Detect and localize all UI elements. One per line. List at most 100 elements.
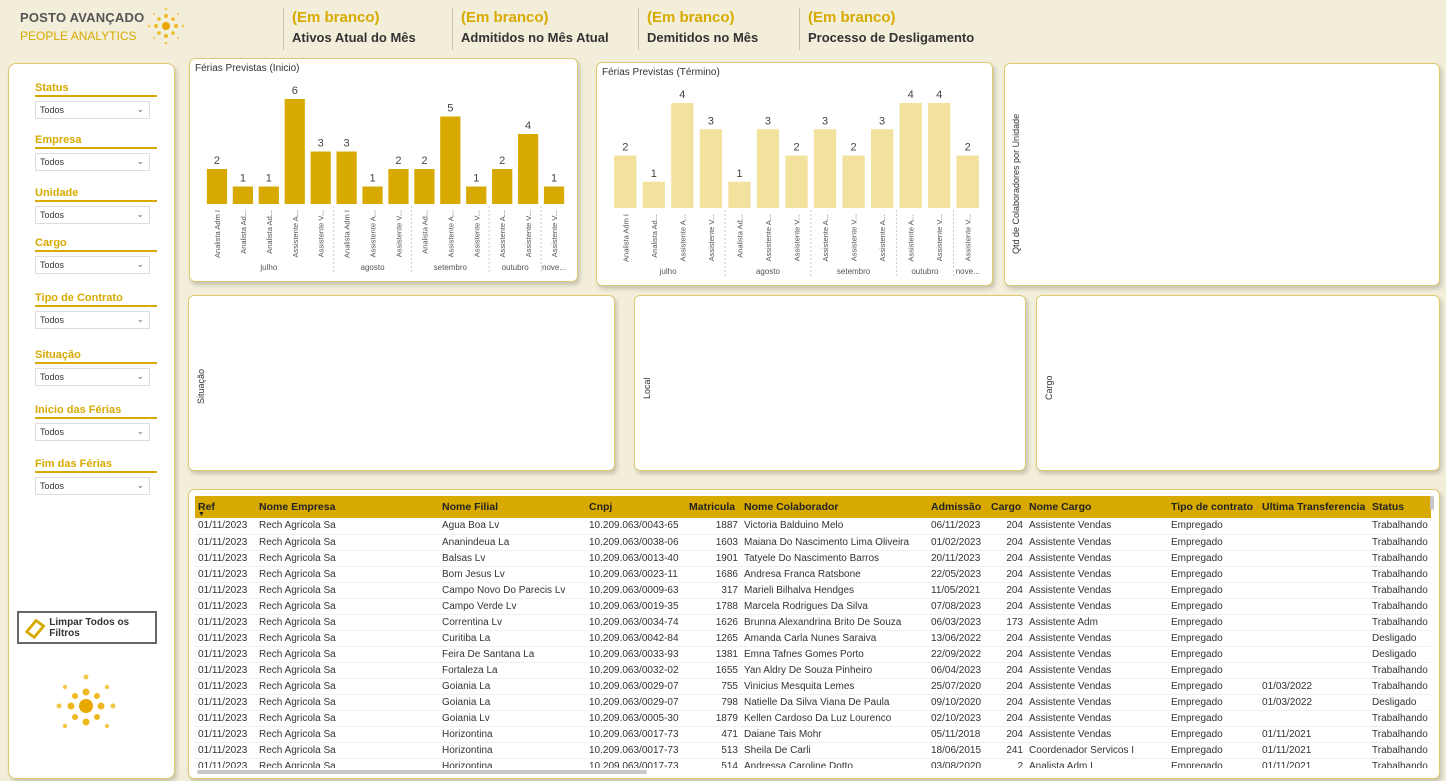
table-cell: Trabalhando <box>1369 518 1431 535</box>
clear-filters-button[interactable]: Limpar Todos os Filtros <box>17 611 157 644</box>
chart-bar <box>388 169 409 204</box>
bar-chart-inicio: 2 Analista Adm I 1 Analista Ad... 1 Analista … <box>206 85 566 274</box>
filter-tipo-contrato: Tipo de Contrato Todos ⌄ <box>35 292 157 329</box>
table-row[interactable]: 01/11/2023 Rech Agricola Sa Correntina Lv 1… <box>195 614 1431 631</box>
chart-bar <box>232 186 254 204</box>
table-cell: Trabalhando <box>1369 678 1431 695</box>
table-row[interactable]: 01/11/2023 Rech Agricola Sa Fortaleza La 10… <box>195 662 1431 679</box>
table-row[interactable]: 01/11/2023 Rech Agricola Sa Goiania Lv 10.2… <box>195 710 1431 727</box>
table-cell: Assistente Vendas <box>1026 598 1168 615</box>
bar-value-label: 3 <box>765 115 771 127</box>
column-header[interactable]: Tipo de contrato <box>1168 496 1259 518</box>
table-cell: Goiania La <box>439 694 586 711</box>
column-header[interactable]: Cargo <box>988 496 1026 518</box>
filter-sidebar: Status Todos ⌄ Empresa Todos ⌄ Unidade Tod… <box>8 63 175 779</box>
brand-subtitle: PEOPLE ANALYTICS <box>20 29 137 43</box>
filter-dropdown[interactable]: Todos ⌄ <box>35 153 150 171</box>
table-row[interactable]: 01/11/2023 Rech Agricola Sa Goiania La 10.2… <box>195 678 1431 695</box>
column-header[interactable]: Nome Filial <box>439 496 586 518</box>
horizontal-scrollbar[interactable] <box>197 770 647 774</box>
column-header[interactable]: Nome Colaborador <box>741 496 928 518</box>
top-bar: POSTO AVANÇADO PEOPLE ANALYTICS (Em bran… <box>0 0 1446 54</box>
table-cell: 01/11/2023 <box>195 662 256 679</box>
table-row[interactable]: 01/11/2023 Rech Agricola Sa Horizontina 10.… <box>195 758 1431 768</box>
table-row[interactable]: 01/11/2023 Rech Agricola Sa Agua Boa Lv 10.… <box>195 518 1431 535</box>
table-cell: Trabalhando <box>1369 742 1431 759</box>
table-cell: 09/10/2020 <box>928 694 988 711</box>
table-cell: Empregado <box>1168 614 1259 631</box>
table-row[interactable]: 01/11/2023 Rech Agricola Sa Bom Jesus Lv 10… <box>195 566 1431 583</box>
filter-empresa: Empresa Todos ⌄ <box>35 134 157 171</box>
kpi-value: (Em branco) <box>647 9 735 26</box>
table-cell: 204 <box>988 726 1026 743</box>
table-cell: Amanda Carla Nunes Saraiva <box>741 630 928 647</box>
filter-value: Todos <box>40 372 65 382</box>
table-row[interactable]: 01/11/2023 Rech Agricola Sa Curitiba La 10.… <box>195 630 1431 647</box>
filter-situacao: Situação Todos ⌄ <box>35 349 157 386</box>
table-row[interactable]: 01/11/2023 Rech Agricola Sa Horizontina 10.… <box>195 742 1431 759</box>
table-cell: 20/11/2023 <box>928 550 988 567</box>
column-header[interactable]: Ultima Transferencia <box>1259 496 1369 518</box>
chart-bar <box>492 169 513 204</box>
table-cell: Empregado <box>1168 742 1259 759</box>
table-cell: 204 <box>988 566 1026 583</box>
table-cell: Empregado <box>1168 582 1259 599</box>
table-cell: 10.209.063/0013-40 <box>586 550 686 567</box>
table-cell: Horizontina <box>439 758 586 768</box>
table-cell: Empregado <box>1168 694 1259 711</box>
table-cell: 10.209.063/0019-35 <box>586 598 686 615</box>
table-cell: Empregado <box>1168 566 1259 583</box>
vertical-scrollbar[interactable] <box>1430 496 1434 510</box>
bar-value-label: 2 <box>421 155 427 167</box>
filter-dropdown[interactable]: Todos ⌄ <box>35 256 150 274</box>
x-tick-label: Assistente V... <box>524 210 533 257</box>
table-cell: Empregado <box>1168 534 1259 551</box>
table-cell: 01/11/2023 <box>195 710 256 727</box>
filter-dropdown[interactable]: Todos ⌄ <box>35 311 150 329</box>
column-header[interactable]: Status <box>1369 496 1431 518</box>
x-tick-label: Assistente A... <box>907 214 916 262</box>
table-row[interactable]: 01/11/2023 Rech Agricola Sa Campo Verde Lv… <box>195 598 1431 615</box>
table-viewport[interactable]: Ref ▼ Nome Empresa Nome Filial Cnpj Matricula… <box>195 496 1431 768</box>
chevron-down-icon: ⌄ <box>136 104 144 114</box>
table-cell: Campo Novo Do Parecis Lv <box>439 582 586 599</box>
table-cell: 01/11/2023 <box>195 758 256 768</box>
filter-dropdown[interactable]: Todos ⌄ <box>35 477 150 495</box>
filter-dropdown[interactable]: Todos ⌄ <box>35 423 150 441</box>
filter-status: Status Todos ⌄ <box>35 82 157 119</box>
column-header[interactable]: Admissão <box>928 496 988 518</box>
table-cell <box>1259 566 1369 583</box>
table-cell: Goiania Lv <box>439 710 586 727</box>
table-cell: 01/11/2023 <box>195 518 256 535</box>
column-header[interactable]: Ref ▼ <box>195 496 256 518</box>
table-cell: 10.209.063/0043-65 <box>586 518 686 535</box>
table-cell: 10.209.063/0023-11 <box>586 566 686 583</box>
chevron-down-icon: ⌄ <box>136 480 144 490</box>
column-header[interactable]: Nome Cargo <box>1026 496 1168 518</box>
sunburst-logo-icon <box>147 7 185 45</box>
kpi-value: (Em branco) <box>461 9 549 26</box>
column-header[interactable]: Cnpj <box>586 496 686 518</box>
table-row[interactable]: 01/11/2023 Rech Agricola Sa Feira De Santa… <box>195 646 1431 663</box>
column-header[interactable]: Nome Empresa <box>256 496 439 518</box>
filter-dropdown[interactable]: Todos ⌄ <box>35 368 150 386</box>
table-row[interactable]: 01/11/2023 Rech Agricola Sa Balsas Lv 10.20… <box>195 550 1431 567</box>
column-header[interactable]: Matricula <box>686 496 741 518</box>
bar-value-label: 1 <box>736 168 742 180</box>
filter-dropdown[interactable]: Todos ⌄ <box>35 101 150 119</box>
chevron-down-icon: ⌄ <box>136 371 144 381</box>
table-cell: 1879 <box>686 710 741 727</box>
table-row[interactable]: 01/11/2023 Rech Agricola Sa Campo Novo Do … <box>195 582 1431 599</box>
filter-dropdown[interactable]: Todos ⌄ <box>35 206 150 224</box>
table-row[interactable]: 01/11/2023 Rech Agricola Sa Goiania La 10.2… <box>195 694 1431 711</box>
filter-label: Tipo de Contrato <box>35 292 157 307</box>
table-row[interactable]: 01/11/2023 Rech Agricola Sa Horizontina 10.… <box>195 726 1431 743</box>
table-row[interactable]: 01/11/2023 Rech Agricola Sa Ananindeua La 1… <box>195 534 1431 551</box>
chart-bar <box>699 129 723 208</box>
x-tick-label: Assistente A... <box>498 210 507 258</box>
table-cell: Trabalhando <box>1369 710 1431 727</box>
filter-value: Todos <box>40 260 65 270</box>
chart-bar <box>728 181 751 208</box>
chevron-down-icon: ⌄ <box>136 314 144 324</box>
table-cell: Agua Boa Lv <box>439 518 586 535</box>
